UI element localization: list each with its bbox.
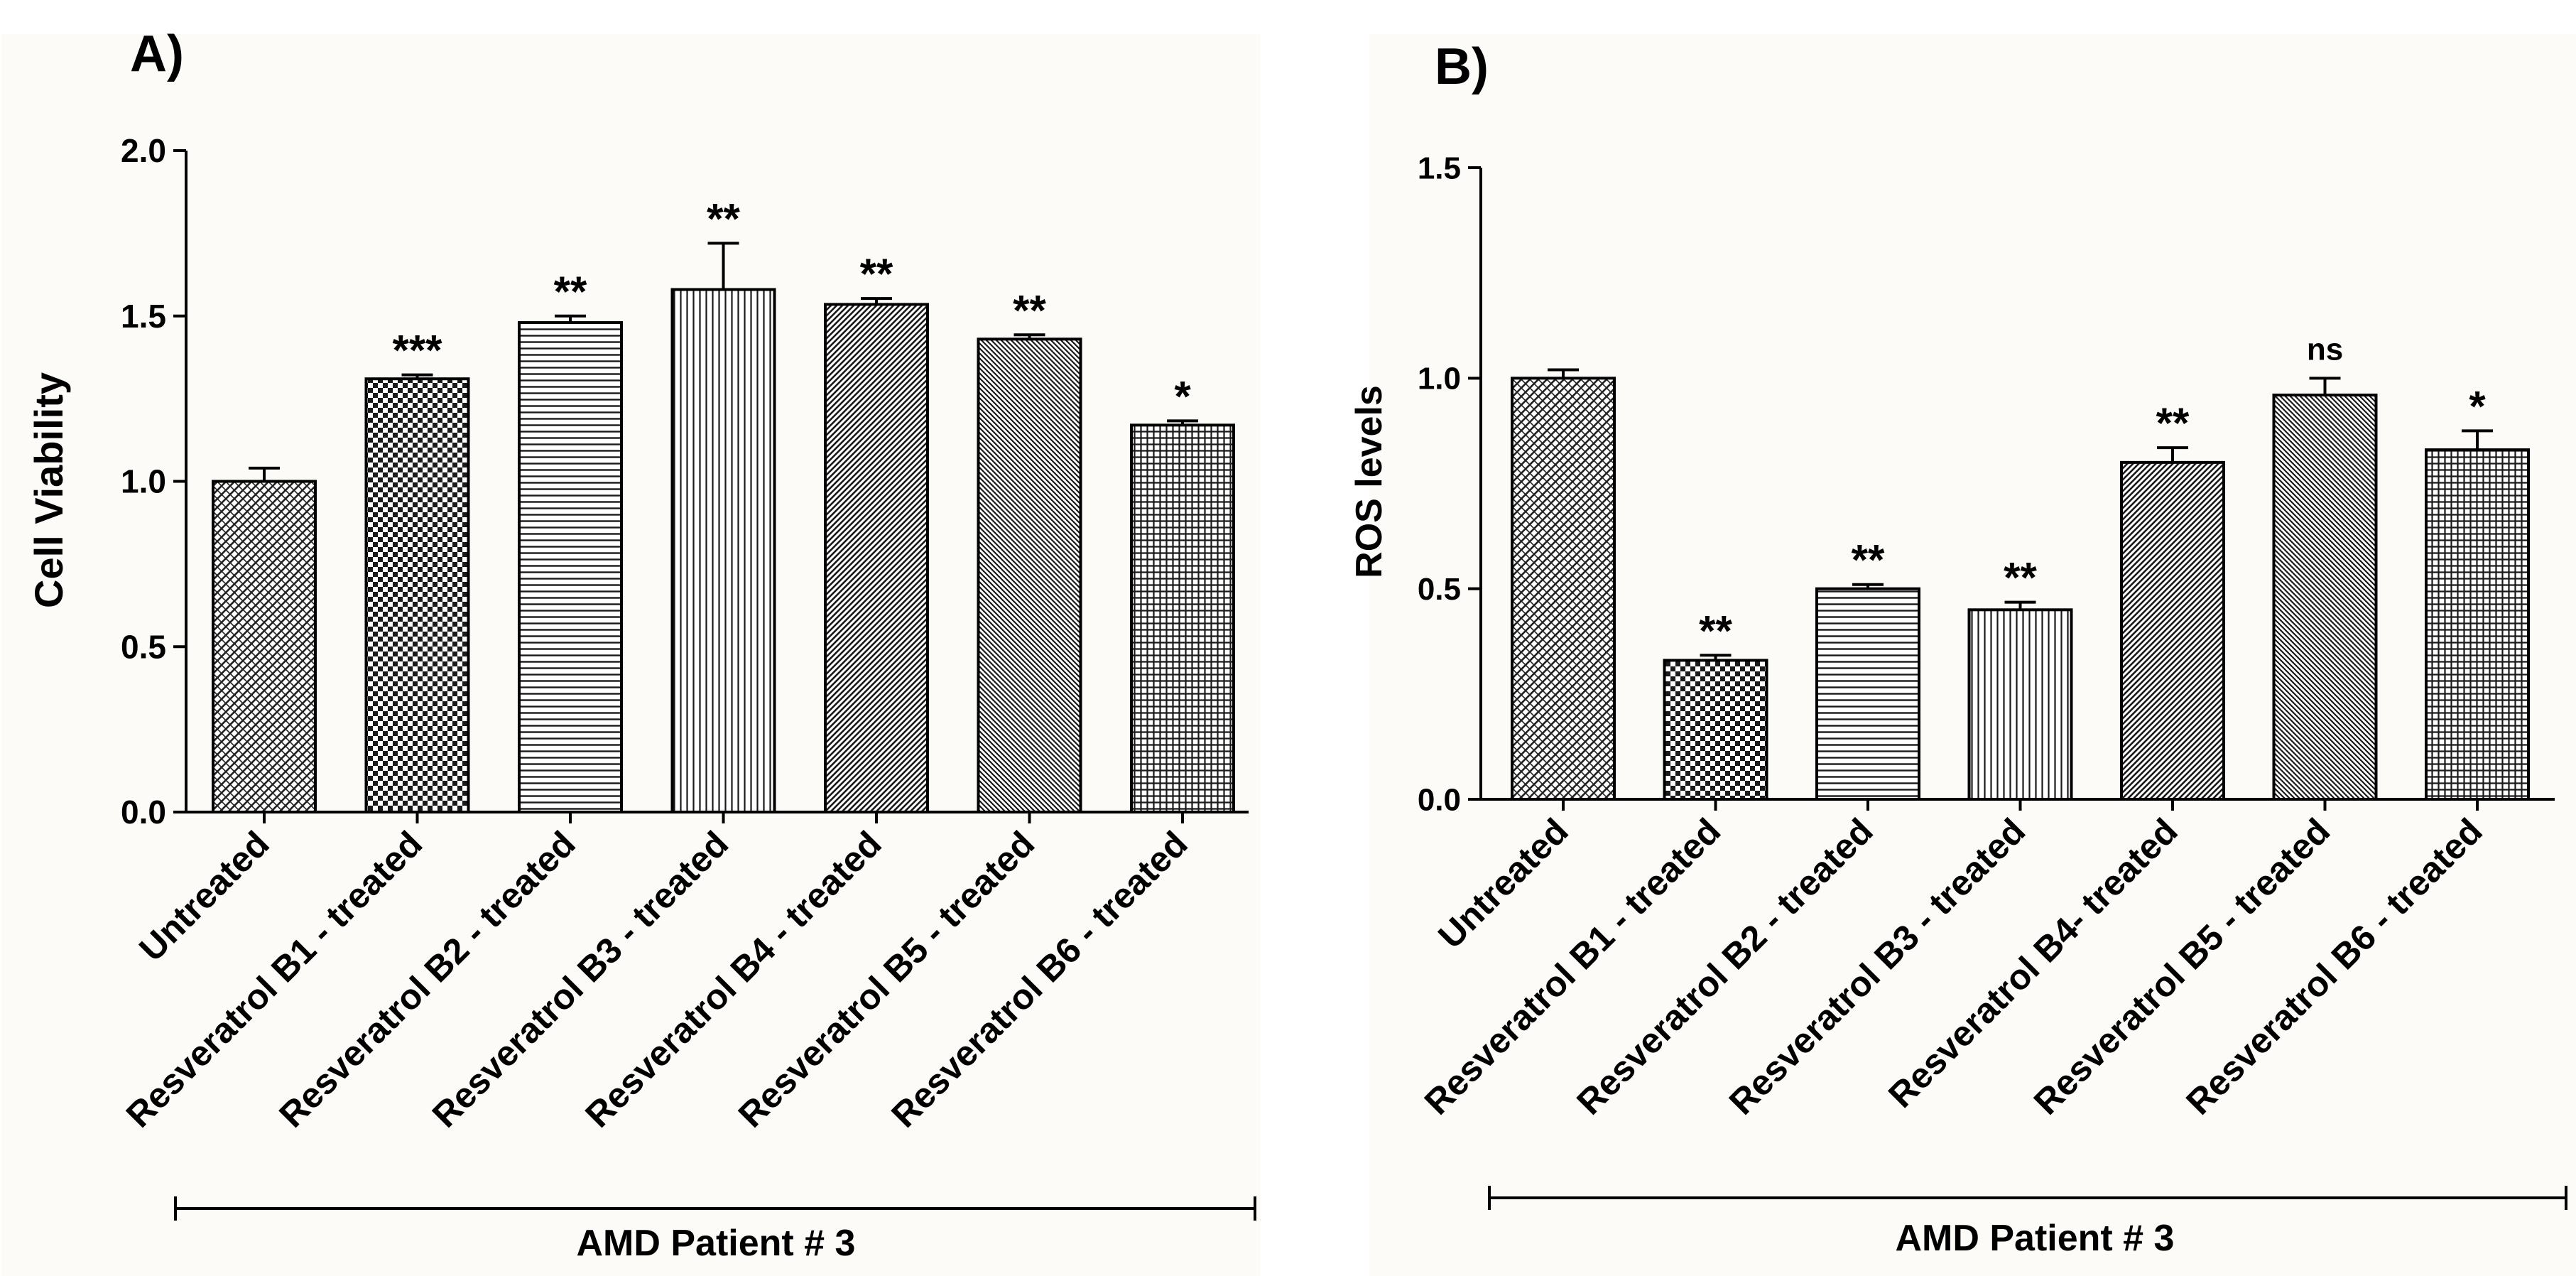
panel-b-label: B) [1435, 38, 1489, 95]
panel-a-y-tick-label: 1.0 [121, 463, 166, 500]
panel-b-y-tick-label: 1.0 [1418, 362, 1461, 396]
panel-a-bar [1130, 423, 1235, 813]
panel-b-bar [1815, 587, 1920, 801]
panel-b-bar [1967, 608, 2073, 801]
panel-a-bar [518, 321, 623, 813]
panel-a-bar [977, 337, 1082, 813]
panel-a-y-tick-label: 0.0 [121, 794, 166, 831]
panel-b-significance-label: ** [1852, 536, 1885, 584]
panel-b-group-label: AMD Patient # 3 [1896, 1218, 2175, 1259]
panel-a-significance-label: ** [860, 250, 893, 298]
panel-a-significance-label: ** [1013, 286, 1046, 334]
panel-b-significance-label: * [2469, 382, 2486, 430]
panel-b-y-tick-label: 0.5 [1418, 572, 1461, 607]
panel-b-bar [2120, 460, 2225, 801]
panel-a-bar [364, 377, 470, 813]
panel-a-bar [670, 288, 776, 813]
panel-b-bar [2272, 394, 2378, 801]
panel-a-bar [824, 303, 929, 813]
panel-b-bar [1511, 377, 1616, 801]
panel-b-y-tick-label: 0.0 [1418, 782, 1461, 817]
panel-b-bar [1663, 659, 1768, 801]
panel-a-label: A) [130, 26, 184, 82]
panel-b-bar [2425, 448, 2530, 801]
panel-b-significance-label: ** [2156, 399, 2190, 447]
panel-a-y-tick-label: 1.5 [121, 298, 166, 335]
panel-a-significance-label: ** [554, 268, 587, 315]
panel-b-significance-label: ** [2004, 554, 2037, 602]
panel-b-y-tick-label: 1.5 [1418, 151, 1461, 185]
panel-b-significance-label: ** [1699, 607, 1732, 654]
panel-a-group-label: AMD Patient # 3 [577, 1223, 856, 1264]
panel-a-y-tick-label: 0.5 [121, 628, 166, 665]
panel-a-significance-label: *** [392, 327, 442, 374]
panel-b-y-axis-label: ROS levels [1349, 385, 1390, 578]
panel-b-significance-label: ns [2307, 332, 2343, 367]
panel-a-y-tick-label: 2.0 [121, 132, 166, 169]
panel-a-significance-label: * [1174, 372, 1191, 420]
panel-a-y-axis-label: Cell Viability [26, 372, 71, 608]
panel-a-bar [212, 480, 317, 813]
panel-a-significance-label: ** [707, 195, 740, 242]
